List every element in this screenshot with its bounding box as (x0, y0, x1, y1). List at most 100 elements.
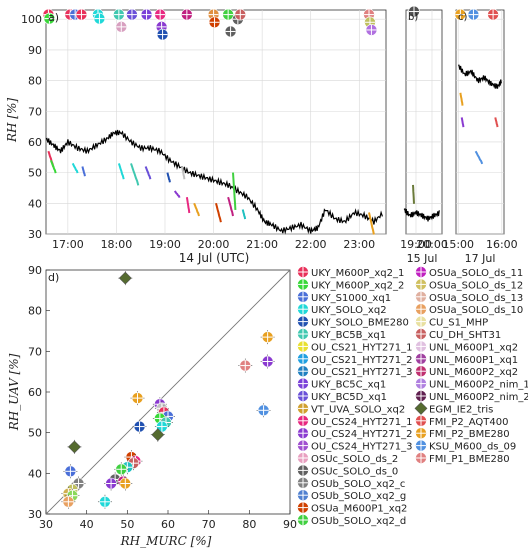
legend-marker (415, 266, 427, 278)
panel-b-plot (403, 5, 440, 222)
x-tick-label: 19:00 (400, 238, 432, 251)
scatter-marker (131, 392, 144, 404)
panel-c-x-axis-label: 17 Jul (465, 252, 496, 265)
legend-marker (415, 328, 427, 340)
legend-marker (297, 303, 309, 316)
y-tick-label: 50 (28, 427, 42, 440)
scatter-marker (151, 428, 165, 442)
y-tick-label: 60 (28, 386, 42, 399)
legend-marker (297, 464, 309, 477)
legend-marker (297, 266, 309, 278)
legend-label: UNL_M600P2_nim_1 (429, 380, 528, 391)
scatter-marker (115, 463, 128, 476)
legend-label: UKY_SOLO_xq2 (311, 305, 387, 316)
top-marker (113, 8, 125, 21)
scatter-point (256, 403, 271, 418)
legend-marker (415, 290, 427, 303)
panel-d-y-axis-label: RH_UAV [%] (7, 353, 21, 431)
legend-marker (297, 501, 309, 514)
legend-label: VT_UVA_SOLO_xq2 (311, 404, 405, 415)
legend-label: UKY_SOLO_BME280 (311, 318, 409, 329)
legend-label: FMI_P2_AQT400 (429, 417, 508, 428)
x-tick-label: 90 (283, 518, 297, 531)
legend-label: OSUa_SOLO_ds_10 (429, 305, 523, 316)
panel-c: 15:00 16:00 c) 17 Jul (442, 8, 518, 265)
profile-segment (193, 202, 200, 217)
panel-a: 30 40 50 60 70 80 90 100 17:00 18:00 19:00 20:00 21… (5, 8, 387, 265)
scatter-point (238, 358, 253, 373)
reference-series-line (458, 64, 502, 89)
legend-label: UNL_M600P1_xq1 (429, 355, 518, 366)
legend-marker (297, 340, 309, 353)
legend-marker (415, 414, 427, 427)
legend-label: CU_S1_MHP (429, 318, 488, 329)
top-marker (140, 8, 153, 21)
profile-segment (130, 163, 140, 186)
panel-a-x-ticks: 17:00 18:00 19:00 20:00 21:00 22:00 23:00 (52, 238, 375, 251)
legend-label: CU_DH_SHT31 (429, 330, 501, 341)
panel-c-label: c) (458, 12, 467, 23)
panel-b-frame (405, 9, 443, 235)
scatter-marker (133, 420, 146, 433)
panel-b-grid (406, 10, 442, 235)
panel-a-label: a) (48, 11, 59, 24)
legend-marker (415, 315, 427, 328)
legend-marker (297, 328, 309, 340)
legend-label: OU_CS21_HYT271_3 (311, 367, 412, 378)
panel-c-grid (456, 10, 504, 235)
legend-marker (415, 303, 427, 316)
panel-d-x-axis-label: RH_MURC [%] (120, 534, 212, 548)
scatter-marker (105, 477, 117, 490)
top-marker (408, 5, 420, 18)
legend-label: KSU_M600_ds_09 (429, 442, 516, 453)
legend-marker (297, 476, 309, 489)
profile-segment (368, 212, 375, 235)
legend-marker (297, 278, 309, 291)
scatter-marker (257, 404, 270, 417)
scatter-point (132, 419, 147, 434)
profile-segment (166, 172, 171, 183)
legend-label: UKY_M600P_xq2_1 (311, 268, 404, 279)
legend-marker (297, 390, 309, 402)
legend-marker (415, 377, 427, 390)
top-marker (181, 8, 193, 21)
y-tick-label: 90 (28, 264, 42, 277)
legend-label: EGM_IE2_tris (429, 404, 493, 415)
legend-label: OSUc_SOLO_ds_2 (311, 454, 398, 465)
y-tick-label: 100 (21, 13, 42, 26)
x-tick-label: 22:00 (295, 238, 327, 251)
profile-segment (144, 166, 152, 180)
legend-label: FMI_P1_BME280 (429, 454, 510, 465)
profile-segment (241, 209, 247, 220)
profile-segment (117, 163, 125, 180)
x-tick-label: 80 (242, 518, 256, 531)
profile-segment (71, 162, 79, 174)
x-tick-label: 19:00 (149, 238, 181, 251)
scatter-point (63, 464, 78, 479)
x-tick-label: 16:00 (486, 238, 518, 251)
legend-marker (297, 365, 309, 378)
scatter-marker (118, 271, 132, 285)
scatter-marker (64, 465, 77, 478)
profile-segment (494, 117, 499, 128)
x-tick-label: 18:00 (101, 238, 133, 251)
scatter-point (260, 354, 275, 369)
profile-segment (49, 160, 57, 174)
scatter-point (154, 419, 169, 434)
legend-label: OU_CS24_HYT271_3 (311, 442, 412, 453)
panel-c-plot (454, 8, 502, 165)
profile-segment (474, 150, 484, 165)
legend-label: OSUc_SOLO_ds_0 (311, 466, 398, 477)
legend-label: FMI_P2_BME280 (429, 429, 510, 440)
y-tick-label: 40 (28, 197, 42, 210)
top-marker (156, 28, 169, 41)
reference-series-line (45, 129, 383, 235)
x-tick-label: 21:00 (246, 238, 278, 251)
y-tick-label: 30 (28, 508, 42, 521)
legend-marker (297, 514, 309, 526)
legend-marker (415, 390, 427, 402)
legend-marker (297, 427, 309, 440)
panel-b-x-axis-label: 15 Jul (407, 252, 438, 265)
panel-b-label: b) (408, 12, 418, 23)
